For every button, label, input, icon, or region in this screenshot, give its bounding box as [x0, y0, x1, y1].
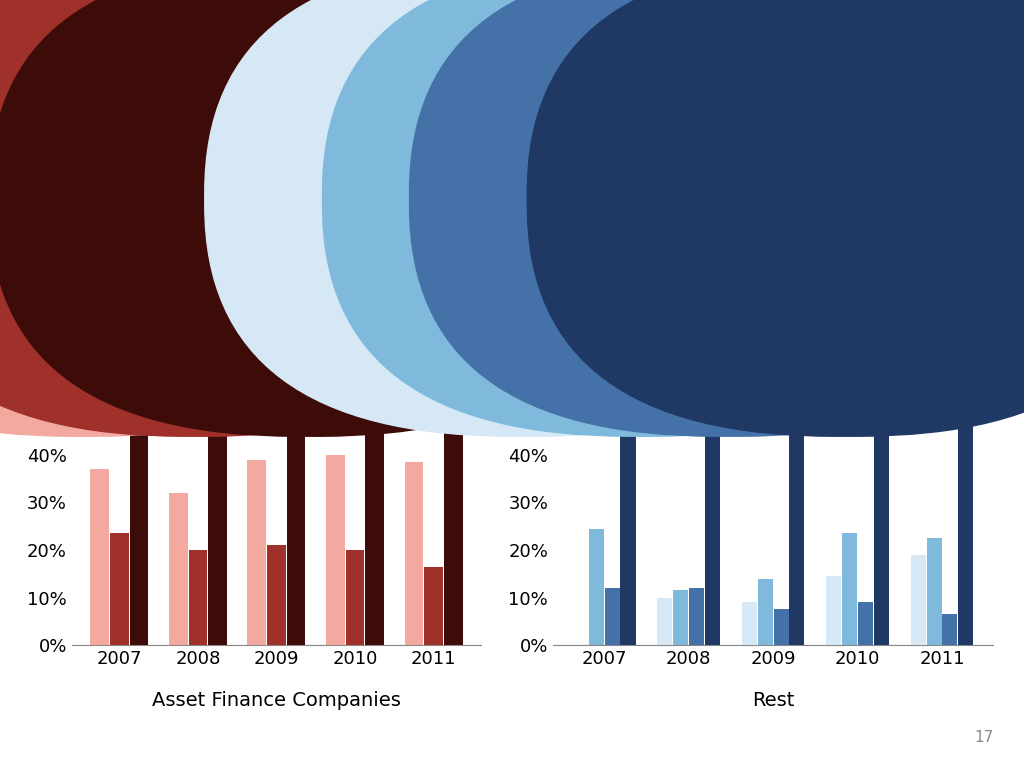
Bar	[942, 614, 957, 645]
Bar	[842, 534, 857, 645]
Bar	[589, 528, 604, 645]
Text: Government: Government	[538, 190, 641, 209]
Bar	[621, 379, 636, 645]
Bar	[741, 602, 757, 645]
Text: Leverage of the NBFC-Ds: Borrowings/Total Assets: Leverage of the NBFC-Ds: Borrowings/Tota…	[60, 23, 964, 57]
Bar	[188, 550, 207, 645]
Text: (Excluding RNBCs): (Excluding RNBCs)	[345, 100, 679, 134]
Text: Total Borrowings: Total Borrowings	[860, 190, 997, 209]
Bar	[927, 538, 942, 645]
Bar	[657, 598, 673, 645]
Bar	[773, 610, 788, 645]
Bar	[604, 588, 620, 645]
Bar	[267, 545, 286, 645]
Bar	[404, 462, 423, 645]
Text: B&FI: B&FI	[655, 190, 694, 209]
Bar	[110, 534, 129, 645]
Text: 17: 17	[974, 730, 993, 745]
Bar	[790, 293, 805, 645]
Text: Asset Finance Companies: Asset Finance Companies	[152, 691, 401, 710]
Text: Total Borrowings: Total Borrowings	[323, 190, 460, 209]
Bar	[910, 554, 926, 645]
Bar	[326, 455, 345, 645]
Bar	[287, 303, 305, 645]
Text: B&FI: B&FI	[97, 190, 136, 209]
Bar	[130, 279, 148, 645]
Bar	[705, 313, 720, 645]
Bar	[958, 331, 973, 645]
Bar	[873, 331, 889, 645]
Bar	[169, 493, 187, 645]
Bar	[248, 460, 266, 645]
Bar	[366, 317, 384, 645]
Bar	[858, 602, 873, 645]
Bar	[346, 550, 365, 645]
Bar	[689, 588, 705, 645]
Text: Debentures: Debentures	[210, 190, 307, 209]
Bar	[673, 591, 688, 645]
Text: Debentures: Debentures	[742, 190, 840, 209]
Text: Rest: Rest	[752, 691, 795, 710]
Bar	[424, 567, 443, 645]
Bar	[444, 331, 463, 645]
Bar	[826, 576, 842, 645]
Bar	[90, 469, 109, 645]
Bar	[208, 326, 227, 645]
Bar	[758, 578, 773, 645]
